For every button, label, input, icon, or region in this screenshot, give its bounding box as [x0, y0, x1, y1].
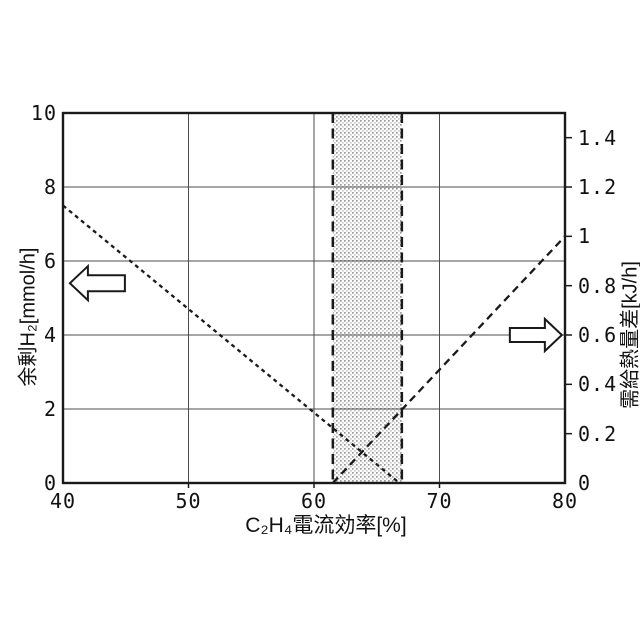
left-y-tick-label: 8: [43, 175, 57, 199]
x-axis-label: C₂H₄電流効率[%]: [245, 514, 407, 537]
right-y-tick-label: 0.8: [578, 273, 618, 298]
right-y-tick-label: 0.4: [578, 372, 618, 397]
left-y-tick-label: 2: [43, 397, 57, 421]
x-tick-label: 60: [300, 489, 328, 513]
right-y-tick-label: 0.2: [578, 421, 618, 446]
right-axis-arrow-icon: [508, 316, 564, 354]
highlight-band: [332, 113, 402, 483]
right-y-tick-label: 1: [578, 224, 592, 249]
x-tick-label: 50: [175, 489, 202, 513]
left-y-tick-label: 10: [30, 101, 57, 125]
right-y-tick-label: 0: [578, 471, 592, 495]
x-tick-label: 40: [49, 489, 77, 513]
left-y-tick-label: 0: [43, 471, 57, 495]
series-line-surplus-hydrogen: [62, 204, 401, 484]
right-y-tick-label: 0.6: [578, 323, 618, 347]
left-y-tick-label: 4: [43, 323, 57, 347]
left-axis-arrow-icon: [68, 263, 126, 303]
right-y-tick-label: 1.4: [578, 125, 618, 150]
series-line-heat-supply-demand-difference: [331, 235, 566, 484]
x-tick-label: 80: [551, 489, 579, 513]
right-y-axis-label: 需給熱量差[kJ/h]: [619, 261, 640, 409]
x-tick-label: 70: [426, 489, 453, 513]
right-y-tick-label: 1.2: [578, 175, 618, 199]
left-y-tick-label: 6: [43, 249, 57, 273]
left-y-axis-label: 余剰H₂[mmol/h]: [17, 247, 40, 387]
